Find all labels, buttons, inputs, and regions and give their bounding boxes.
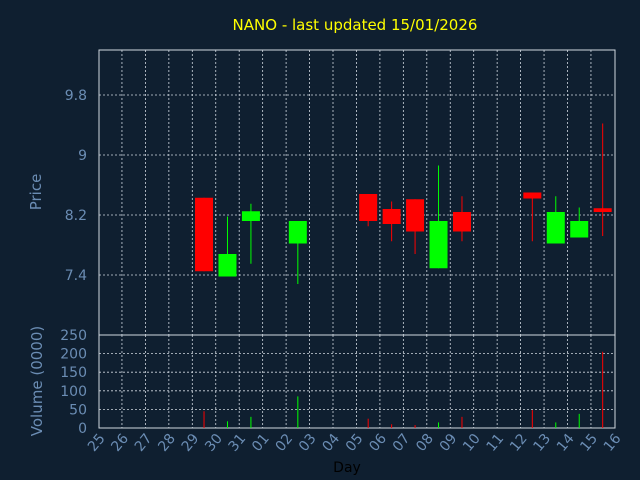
volume-axis-label: Volume (0000) [28,326,46,436]
volume-tick-label: 0 [78,421,87,437]
price-axis-label: Price [27,174,45,211]
candle-body [523,192,542,199]
candle-body [359,194,378,221]
volume-panel: 0 50 100 150 200 250 Volume (0000) [28,326,616,437]
candle-body [241,211,260,221]
volume-tick-label: 50 [69,402,87,418]
price-panel: 7.4 8.2 9 9.8 Price [27,49,616,336]
candle-body [593,208,612,212]
candle-body [546,212,565,244]
price-tick-label: 9.8 [65,88,87,104]
price-grid [99,50,615,335]
candles [195,123,612,284]
day-axis-ticks: 25 26 27 28 29 30 31 01 02 03 04 05 06 07 08 09 10 11 12 13… [85,431,625,455]
volume-bars [203,351,604,428]
chart-title: NANO - last updated 15/01/2026 [233,16,478,34]
volume-tick-label: 150 [60,365,87,381]
volume-grid [99,335,615,428]
candle-body [452,212,471,232]
candle-body [218,254,237,277]
candle-body [570,221,589,238]
volume-panel-frame [98,334,616,429]
volume-axis-ticks: 0 50 100 150 200 250 [60,328,87,437]
candle-body [406,199,425,232]
price-tick-label: 8.2 [65,208,87,224]
candle-body [288,221,307,244]
volume-tick-label: 250 [60,328,87,344]
day-axis-label: Day [333,460,361,476]
candle-body [195,197,214,272]
candle-body [429,221,448,269]
volume-tick-label: 100 [60,384,87,400]
price-tick-label: 9 [78,148,87,164]
price-tick-label: 7.4 [65,268,87,284]
price-axis-ticks: 7.4 8.2 9 9.8 [65,88,87,284]
candle-body [382,209,401,224]
volume-tick-label: 200 [60,347,87,363]
